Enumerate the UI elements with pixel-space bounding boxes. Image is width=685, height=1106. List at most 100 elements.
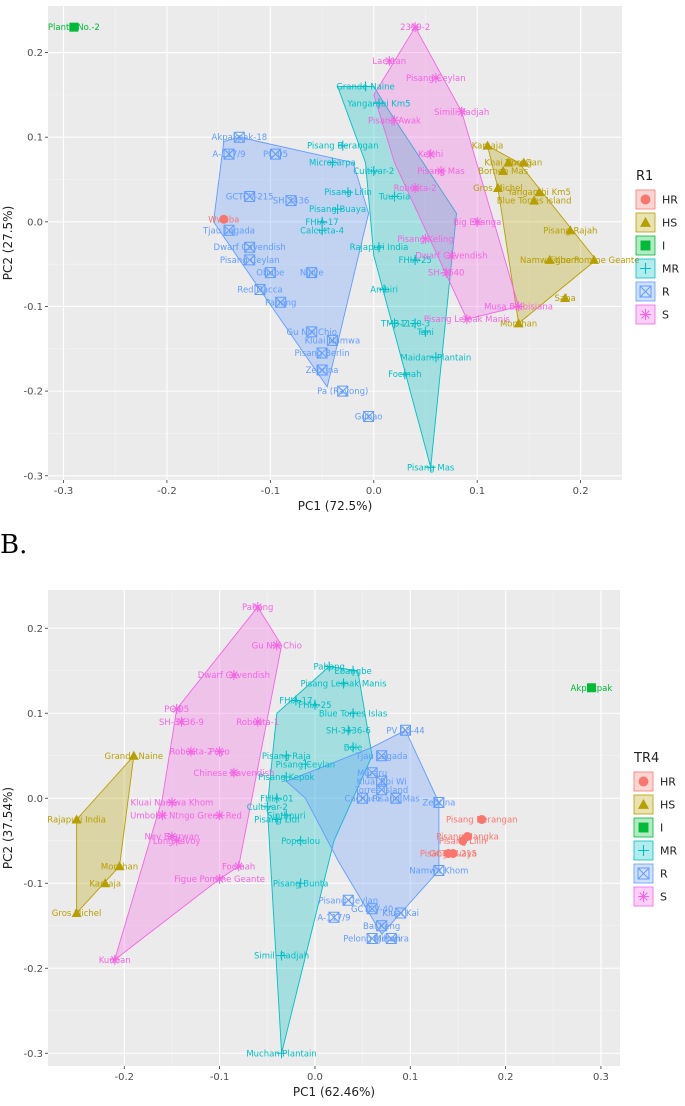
point-label: Tuu Gia <box>378 192 411 202</box>
point-label: Robusta-1 <box>236 718 279 728</box>
point-s <box>436 166 447 177</box>
point-r <box>342 894 354 906</box>
point-label: FHIA-17 <box>305 218 338 228</box>
legend-title: R1 <box>636 169 653 184</box>
point-r <box>270 148 282 160</box>
point-mr <box>410 318 421 329</box>
point-s <box>157 810 168 821</box>
point-label: Cachaco <box>344 794 380 804</box>
point-label: Pisang Berangan <box>446 816 518 826</box>
point-hs <box>544 254 555 264</box>
point-mr <box>425 462 436 473</box>
point-label: Obube <box>256 269 284 279</box>
point-label: Rajapuri India <box>47 816 106 826</box>
y-tick-label: 0.1 <box>27 709 43 720</box>
legend-label-i: I <box>660 822 663 835</box>
point-label: Umbobit Ntngo <box>130 811 195 821</box>
point-hs <box>492 182 503 192</box>
plot-panel-2 <box>48 590 620 1066</box>
point-s <box>252 716 263 727</box>
legend-symbol-s <box>638 891 649 902</box>
y-tick-label: 0.0 <box>27 217 43 228</box>
point-label: Pisang Berangan <box>307 142 379 152</box>
point-r <box>223 148 235 160</box>
point-mr <box>324 661 335 672</box>
point-mr <box>360 81 371 92</box>
hull-mr <box>266 666 373 1054</box>
point-s <box>410 182 421 193</box>
legend-symbol-hr <box>640 194 651 205</box>
legend-symbol-mr <box>638 845 649 856</box>
point-label: Figue Pomme Geante <box>549 256 640 266</box>
point-label: TMB-2 <box>380 319 408 329</box>
point-label: Blue Torres Island <box>497 197 572 207</box>
legend-symbol-i <box>640 240 651 251</box>
point-label: Pisang Mas <box>417 167 465 177</box>
point-label: PV 03-44 <box>386 726 424 736</box>
point-label: Cultivar-2 <box>247 803 288 813</box>
point-label: Planta No.-2 <box>48 23 100 33</box>
point-label: Gu Nin Chio <box>252 641 302 651</box>
point-label: Zebrina <box>306 366 339 376</box>
hull-r <box>285 729 440 936</box>
point-r <box>316 364 328 376</box>
point-label: Pisang Awak <box>368 116 421 126</box>
point-s <box>425 149 436 160</box>
point-r <box>306 267 318 279</box>
legend-label-s: S <box>660 891 667 904</box>
point-label: Pisang Kepok <box>258 773 314 783</box>
point-label: Pisang Lilin <box>439 837 487 847</box>
point-label: Tjau Lagada <box>355 752 408 762</box>
point-label: Kluai Roi Wi <box>357 777 407 787</box>
panel-b-letter: B. <box>0 530 28 560</box>
x-tick-label: -0.1 <box>210 1072 230 1083</box>
point-mr <box>281 750 292 761</box>
point-mr <box>338 678 349 689</box>
legend-symbol-hs <box>638 799 649 809</box>
legend-label-s: S <box>662 309 669 322</box>
point-label: Grande Naine <box>336 82 395 92</box>
point-hs <box>589 254 600 264</box>
point-mr <box>399 369 410 380</box>
point-s <box>441 267 452 278</box>
point-r <box>433 865 445 876</box>
hull-hs <box>486 144 597 325</box>
point-mr <box>348 665 359 676</box>
y-tick-label: -0.2 <box>23 387 43 398</box>
point-label: Namwa Khom <box>520 256 579 266</box>
point-label: Poyo <box>209 748 229 758</box>
point-label: Pisang Nangka <box>436 833 499 843</box>
point-s <box>410 22 421 33</box>
point-label: Bole <box>344 743 363 753</box>
point-label: Pisang Lidi <box>254 816 299 826</box>
point-mr <box>327 157 338 168</box>
legend-label-mr: MR <box>662 263 679 276</box>
point-label: Muchan Plantain <box>246 1049 316 1059</box>
point-r <box>326 334 338 346</box>
point-label: Tani <box>416 328 434 338</box>
point-label: Zebrina <box>422 799 455 809</box>
point-r <box>275 296 287 308</box>
point-label: Robusta-2 <box>170 748 213 758</box>
legend-symbol-hs <box>640 217 651 227</box>
point-mr <box>368 166 379 177</box>
point-label: Pisang Buaya <box>309 205 366 215</box>
point-mr <box>295 835 306 846</box>
point-mr <box>343 725 354 736</box>
x-tick-label: -0.2 <box>157 486 177 497</box>
point-hs <box>71 814 82 824</box>
point-label: Simili Radjah <box>434 108 489 118</box>
point-mr <box>317 225 328 236</box>
point-label: Kluai Kai <box>382 909 419 919</box>
point-label: Dwarf Cavendish <box>198 671 270 681</box>
point-hs <box>513 318 524 328</box>
point-label: Bai Keng <box>363 922 400 932</box>
point-label: Chinese Cavendish <box>193 769 274 779</box>
point-mr <box>410 254 421 265</box>
point-s <box>389 115 400 126</box>
point-label: Focmah <box>222 862 255 872</box>
point-r <box>223 224 235 236</box>
point-mr <box>271 814 282 825</box>
point-label: Pahang <box>314 663 345 673</box>
point-s <box>233 861 244 872</box>
